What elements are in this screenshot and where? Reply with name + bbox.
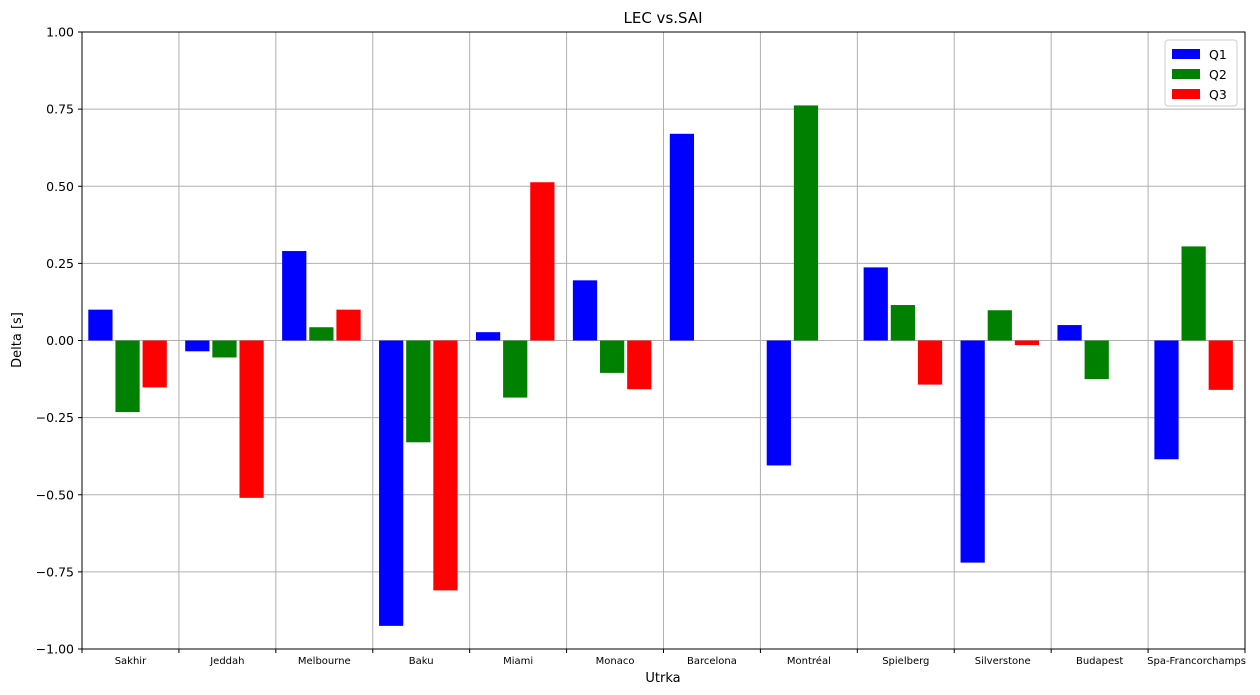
x-tick-label: Spa-Francorchamps: [1147, 656, 1246, 667]
x-tick-label: Jeddah: [209, 656, 244, 667]
grid: [82, 31, 1245, 650]
bar-q1: [475, 332, 501, 341]
x-tick-label: Monaco: [596, 656, 635, 667]
x-axis-label: Utrka: [645, 671, 680, 686]
x-axis: Sakhir Jeddah Melbourne Baku Miami Monaco Barc…: [81, 649, 1246, 667]
bar-q3: [530, 182, 555, 341]
y-tick-label: 0.75: [46, 102, 74, 117]
bar-q3: [336, 309, 361, 341]
bar-q2: [115, 340, 140, 413]
y-tick-label: −0.50: [36, 487, 74, 502]
y-axis: −1.00 −0.75 −0.50 −0.25 0.00 0.25 0.50 0.75 1.00: [36, 25, 82, 657]
bar-q2: [1084, 340, 1109, 380]
bar-q1: [669, 133, 695, 341]
x-tick-label: Budapest: [1076, 656, 1123, 667]
bar-q2: [987, 310, 1012, 341]
y-tick-label: −0.75: [36, 564, 74, 579]
legend: Q1 Q2 Q3: [1164, 39, 1238, 107]
bar-q2: [503, 340, 528, 398]
bar-q1: [960, 340, 985, 563]
legend-label-q3: Q3: [1209, 87, 1227, 102]
bar-q2: [212, 340, 237, 358]
bar-q1: [1154, 340, 1179, 460]
y-tick-label: 1.00: [46, 25, 74, 40]
bar-q3: [627, 340, 652, 390]
x-tick-label: Barcelona: [687, 656, 737, 667]
bar-q1: [282, 251, 307, 341]
y-tick-label: −1.00: [36, 642, 74, 657]
bar-q2: [890, 305, 915, 341]
x-tick-label: Silverstone: [975, 656, 1031, 667]
legend-swatch-q2: [1172, 69, 1200, 79]
bar-q1: [1057, 325, 1082, 341]
bar-q1: [766, 340, 791, 466]
bar-q1: [379, 340, 404, 626]
bar-q1: [88, 309, 113, 341]
bar-q3: [142, 340, 167, 388]
x-tick-label: Baku: [409, 656, 434, 667]
bar-q3: [1014, 340, 1040, 346]
x-tick-label: Montréal: [787, 655, 831, 667]
bar-q2: [309, 327, 334, 341]
bar-q2: [600, 340, 625, 373]
legend-label-q1: Q1: [1209, 47, 1227, 62]
bar-q1: [185, 340, 210, 352]
bar-q3: [1208, 340, 1233, 390]
y-axis-label: Delta [s]: [10, 312, 25, 368]
legend-label-q2: Q2: [1209, 67, 1227, 82]
x-tick-label: Miami: [503, 656, 533, 667]
bar-q1: [572, 280, 598, 341]
x-tick-label: Spielberg: [882, 656, 929, 667]
x-tick-label: Sakhir: [115, 656, 147, 667]
bar-q3: [433, 340, 458, 591]
bar-q1: [863, 267, 888, 341]
y-tick-label: 0.00: [46, 333, 74, 348]
y-tick-label: 0.25: [46, 256, 74, 271]
y-tick-label: 0.50: [46, 179, 74, 194]
legend-swatch-q3: [1172, 89, 1200, 99]
y-tick-label: −0.25: [36, 410, 74, 425]
legend-swatch-q1: [1172, 49, 1200, 59]
bar-q2: [1181, 246, 1206, 341]
bar-q3: [917, 340, 943, 385]
chart-title: LEC vs.SAI: [623, 9, 702, 27]
bar-q3: [239, 340, 264, 498]
bars: [88, 105, 1233, 626]
bar-q2: [793, 105, 819, 341]
bar-q2: [406, 340, 431, 443]
x-tick-label: Melbourne: [298, 656, 351, 667]
